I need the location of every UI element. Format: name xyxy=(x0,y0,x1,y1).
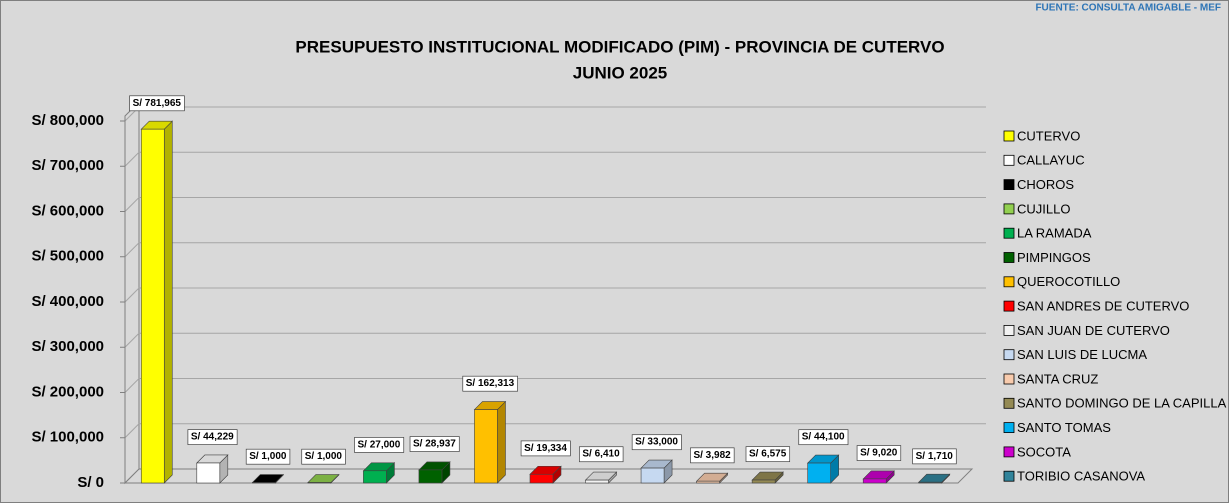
legend-swatch xyxy=(1003,179,1015,191)
value-label-box xyxy=(462,375,518,392)
value-label: S/ 6,575 xyxy=(749,449,787,460)
value-label: S/ 781,965 xyxy=(133,98,182,109)
y-tick-label: S/ 600,000 xyxy=(31,202,104,219)
value-label: S/ 1,000 xyxy=(305,451,343,462)
legend-swatch xyxy=(1003,252,1015,263)
value-label: S/ 33,000 xyxy=(635,437,678,448)
legend-swatch xyxy=(1003,373,1015,385)
value-label: S/ 162,313 xyxy=(466,378,515,389)
value-label: S/ 28,937 xyxy=(413,439,456,450)
value-label-box xyxy=(798,429,849,446)
bar xyxy=(140,128,165,484)
bar xyxy=(918,481,943,484)
legend-label: SOCOTA xyxy=(1017,444,1071,459)
value-label: S/ 1,000 xyxy=(249,451,287,462)
bar xyxy=(363,470,387,484)
grid-line xyxy=(124,242,140,258)
legend-swatch xyxy=(1003,324,1015,336)
legend-label: QUEROCOTILLO xyxy=(1017,274,1120,289)
grid-line xyxy=(124,378,140,393)
value-label: S/ 44,100 xyxy=(802,432,845,443)
y-tick-label: S/ 200,000 xyxy=(31,383,104,400)
value-label-box xyxy=(745,446,791,463)
value-label: S/ 27,000 xyxy=(357,439,400,450)
legend-swatch xyxy=(1003,397,1015,409)
legend-swatch xyxy=(1003,276,1015,288)
value-label-box xyxy=(856,445,902,461)
chart-subtitle: JUNIO 2025 xyxy=(573,63,668,82)
value-label-box xyxy=(301,448,346,465)
bar xyxy=(585,479,609,484)
bar xyxy=(196,462,221,484)
value-label: S/ 1,710 xyxy=(916,451,954,462)
bar xyxy=(696,480,720,484)
value-label-box xyxy=(187,429,238,445)
grid-line xyxy=(124,151,140,167)
source-note: FUENTE: CONSULTA AMIGABLE - MEF xyxy=(1035,3,1221,14)
bar xyxy=(751,479,776,484)
bar xyxy=(807,462,831,484)
chart-title: PRESUPUESTO INSTITUCIONAL MODIFICADO (PI… xyxy=(295,37,944,56)
y-tick-label: S/ 100,000 xyxy=(31,429,104,446)
y-tick-label: S/ 0 xyxy=(77,474,104,491)
legend-label: SANTO TOMAS xyxy=(1017,420,1111,435)
y-tick-label: S/ 300,000 xyxy=(31,338,104,355)
y-tick-label: S/ 500,000 xyxy=(31,248,104,265)
y-tick-label: S/ 800,000 xyxy=(31,112,104,129)
value-label-box xyxy=(912,448,957,465)
bar xyxy=(640,467,665,484)
legend-label: LA RAMADA xyxy=(1017,226,1092,241)
legend-swatch xyxy=(1003,349,1015,361)
value-label-box xyxy=(409,436,460,452)
legend-label: SAN ANDRES DE CUTERVO xyxy=(1017,299,1189,314)
bar xyxy=(418,469,443,484)
legend-label: SAN LUIS DE LUCMA xyxy=(1017,347,1147,362)
legend-swatch xyxy=(1003,300,1015,312)
grid-line xyxy=(124,197,140,212)
legend-label: SANTA CRUZ xyxy=(1017,371,1098,386)
bar xyxy=(529,473,554,484)
value-label-box xyxy=(245,448,291,465)
legend-swatch xyxy=(1003,227,1015,239)
legend-swatch xyxy=(1003,154,1015,166)
legend-label: SANTO DOMINGO DE LA CAPILLA xyxy=(1017,396,1227,411)
value-label-box xyxy=(579,446,624,463)
legend-swatch xyxy=(1003,446,1015,458)
legend-label: PIMPINGOS xyxy=(1017,250,1091,265)
legend-label: SAN JUAN DE CUTERVO xyxy=(1017,323,1170,338)
legend-label: CUJILLO xyxy=(1017,201,1070,216)
legend-swatch xyxy=(1003,470,1015,482)
value-label-box xyxy=(354,437,405,453)
value-label: S/ 6,410 xyxy=(582,449,620,460)
value-label-box xyxy=(129,95,185,112)
bar-side xyxy=(497,400,506,484)
legend-swatch xyxy=(1003,203,1015,215)
legend-label: CALLAYUC xyxy=(1017,153,1085,168)
value-label: S/ 19,334 xyxy=(524,443,567,454)
legend-swatch xyxy=(1003,422,1015,434)
legend-swatch xyxy=(1003,130,1015,142)
value-label: S/ 9,020 xyxy=(860,448,898,459)
bar-side xyxy=(163,120,173,484)
grid-line xyxy=(124,423,140,439)
grid-line xyxy=(124,332,140,348)
bar xyxy=(862,478,887,484)
value-label: S/ 44,229 xyxy=(191,432,234,443)
legend-label: CUTERVO xyxy=(1017,128,1080,143)
value-label: S/ 3,982 xyxy=(693,450,731,461)
legend-label: CHOROS xyxy=(1017,177,1074,192)
value-label-box xyxy=(690,447,735,464)
bar xyxy=(474,409,498,484)
value-label-box xyxy=(520,440,571,457)
y-tick-label: S/ 400,000 xyxy=(31,293,104,310)
y-tick-label: S/ 700,000 xyxy=(31,157,104,174)
legend-label: TORIBIO CASANOVA xyxy=(1017,469,1145,484)
grid-line xyxy=(124,287,140,303)
value-label-box xyxy=(631,434,682,451)
